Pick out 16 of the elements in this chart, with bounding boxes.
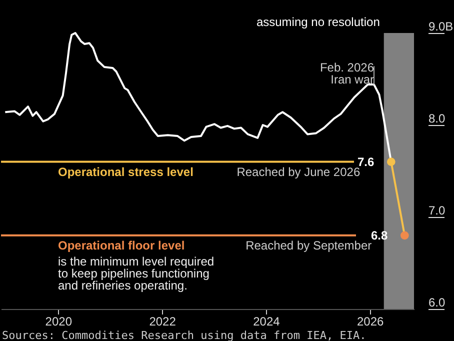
annotation: Feb. 2026 Iran war	[320, 60, 374, 87]
y-tick-label: 8.0	[428, 112, 446, 126]
annotation: Reached by September	[246, 238, 372, 252]
source-note: Sources: Commodities Research using data from IEA, EIA.	[2, 329, 368, 341]
annotation: is the minimum level required to keep pipelines functioning and refineries operating.	[58, 254, 214, 292]
x-tick-label: 2024	[253, 314, 280, 328]
y-tick-label: 7.0	[428, 204, 446, 218]
x-tick-label: 2026	[356, 314, 384, 328]
x-tick-label: 2020	[45, 314, 72, 328]
band-label: assuming no resolution	[256, 15, 380, 29]
y-tick-label: 9.0B	[428, 20, 454, 34]
x-tick-label: 2022	[149, 314, 176, 328]
ref-line-label: Operational floor level	[58, 238, 185, 252]
y-tick-label: 6.0	[428, 296, 446, 310]
ref-line-label: Operational stress level	[58, 164, 194, 179]
data-label: 6.8	[370, 228, 388, 242]
